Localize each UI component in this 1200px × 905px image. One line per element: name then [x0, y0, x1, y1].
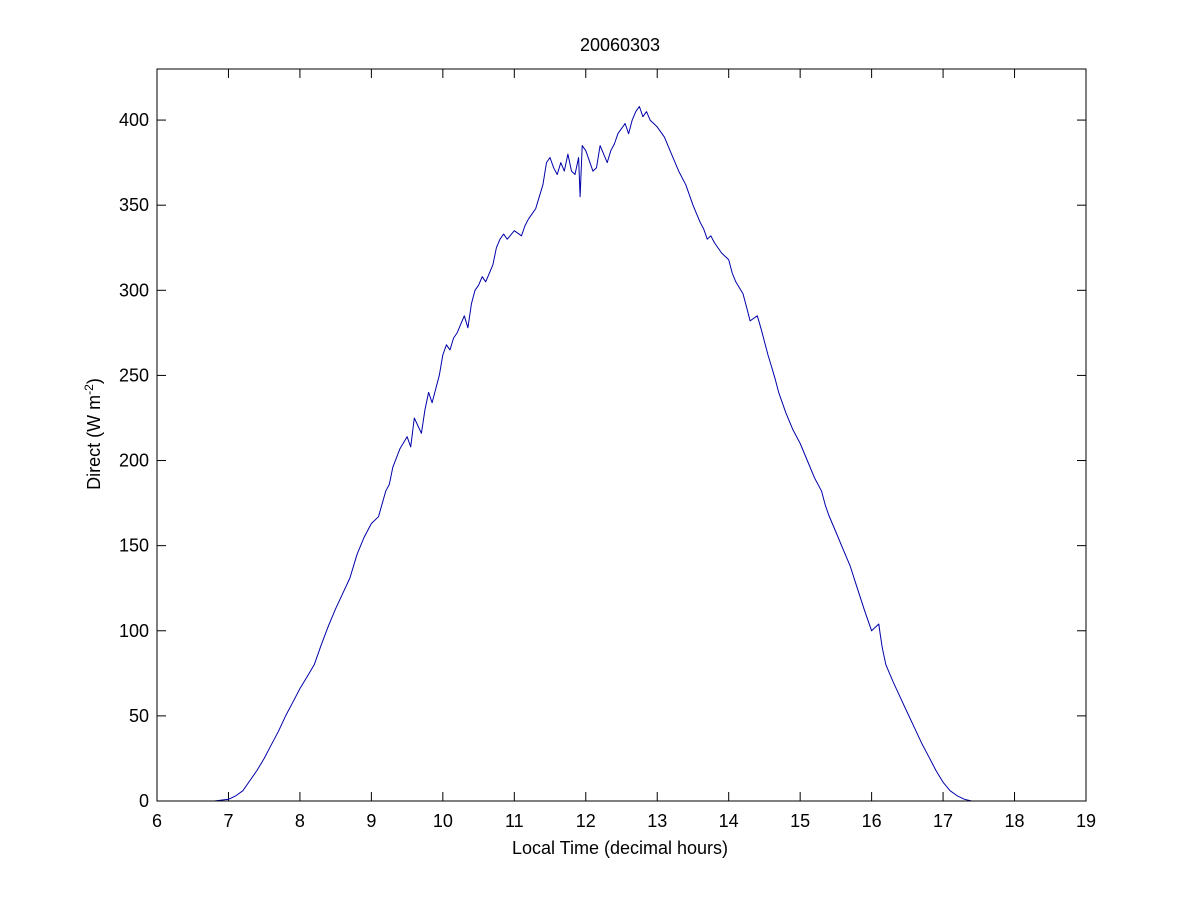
y-axis-label: Direct (W m-2): [82, 378, 104, 490]
y-axis-label-suffix: ): [84, 378, 104, 384]
y-tick-label: 100: [119, 621, 149, 641]
y-tick-label: 250: [119, 365, 149, 385]
series-layer: [214, 106, 1001, 802]
x-axis-label: Local Time (decimal hours): [512, 838, 728, 858]
x-tick-label: 10: [433, 811, 453, 831]
y-tick-label: 50: [129, 706, 149, 726]
chart-title: 20060303: [580, 35, 660, 55]
y-tick-labels: 0 50 100 150 200 250 300 350 400: [119, 110, 149, 811]
x-tick-labels: 6 7 8 9 10 11 12 13 14 15 16 17 18 19: [152, 811, 1096, 831]
plot-frame: [156, 68, 1087, 802]
y-tick-label: 400: [119, 110, 149, 130]
plot-background: [157, 69, 1086, 801]
x-tick-label: 19: [1076, 811, 1096, 831]
y-tick-label: 150: [119, 536, 149, 556]
x-tick-label: 6: [152, 811, 162, 831]
y-axis-label-main: Direct (W m: [84, 395, 104, 490]
y-tick-label: 200: [119, 451, 149, 471]
x-tick-label: 7: [223, 811, 233, 831]
series-line: [214, 106, 1001, 802]
y-axis-label-superscript: -2: [82, 384, 96, 395]
y-tick-label: 300: [119, 280, 149, 300]
x-tick-label: 14: [719, 811, 739, 831]
x-tick-label: 18: [1005, 811, 1025, 831]
tick-marks: [156, 69, 1087, 802]
x-tick-label: 9: [366, 811, 376, 831]
y-tick-label: 0: [139, 791, 149, 811]
x-tick-label: 17: [933, 811, 953, 831]
x-tick-label: 11: [505, 811, 524, 831]
x-tick-label: 15: [790, 811, 810, 831]
x-tick-label: 13: [647, 811, 667, 831]
x-tick-label: 12: [576, 811, 596, 831]
y-tick-label: 350: [119, 195, 149, 215]
x-tick-label: 16: [862, 811, 882, 831]
x-tick-label: 8: [295, 811, 305, 831]
